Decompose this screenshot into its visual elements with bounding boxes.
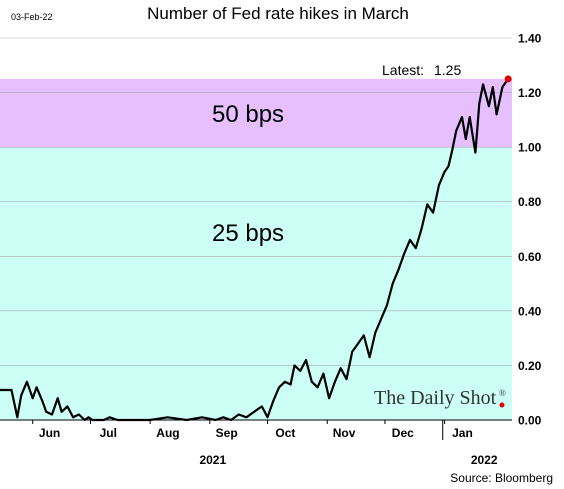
y-tick-label: 0.20	[518, 359, 542, 373]
gridlines	[0, 37, 512, 366]
x-tick-label: Jun	[39, 426, 60, 440]
annotation-value: 1.25	[434, 62, 461, 78]
y-tick-label: 0.00	[518, 414, 542, 428]
x-axis: Jun Jul Aug Sep Oct Nov Dec Jan 2021 2022	[32, 420, 498, 467]
latest-marker	[504, 75, 512, 83]
x-tick-label: Oct	[275, 426, 295, 440]
year-label: 2022	[471, 453, 498, 467]
y-axis: 0.00 0.20 0.40 0.60 0.80 1.00 1.20 1.40	[518, 32, 542, 428]
date-stamp: 03-Feb-22	[11, 12, 53, 22]
watermark-text: The Daily Shot	[374, 387, 497, 409]
series-line	[0, 78, 510, 422]
annotation-label: Latest:	[382, 62, 424, 78]
x-tick-label: Sep	[216, 426, 238, 440]
x-tick-label: Nov	[333, 426, 356, 440]
year-label: 2021	[199, 453, 226, 467]
y-tick-label: 0.60	[518, 250, 542, 264]
source-note: Source: Bloomberg	[450, 471, 553, 485]
x-tick-label: Aug	[156, 426, 179, 440]
y-tick-label: 0.40	[518, 304, 542, 318]
band-label-25bps: 25 bps	[212, 220, 284, 247]
watermark-dot	[499, 402, 505, 408]
y-tick-label: 1.40	[518, 32, 542, 46]
x-tick-label: Jul	[100, 426, 117, 440]
band-50bps	[0, 78, 512, 148]
y-tick-label: 1.20	[518, 86, 542, 100]
watermark: The Daily Shot ®	[374, 387, 506, 409]
band-25bps	[0, 147, 512, 420]
y-tick-label: 0.80	[518, 195, 542, 209]
band-label-50bps: 50 bps	[212, 101, 284, 128]
y-tick-label: 1.00	[518, 141, 542, 155]
chart-title: Number of Fed rate hikes in March	[147, 4, 409, 23]
annotation-latest: Latest: 1.25	[382, 62, 461, 78]
x-tick-label: Dec	[392, 426, 414, 440]
x-tick-label: Jan	[452, 426, 473, 440]
watermark-mark: ®	[499, 388, 506, 398]
